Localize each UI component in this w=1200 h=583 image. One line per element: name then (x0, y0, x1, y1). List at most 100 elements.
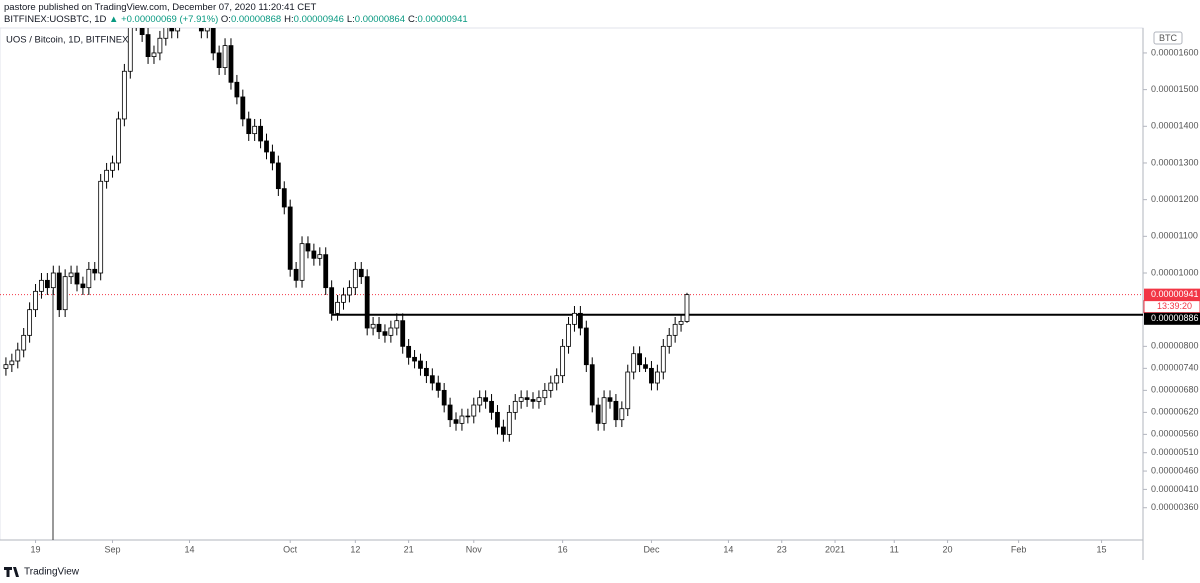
candle-body (406, 345, 412, 358)
candle-body (311, 250, 317, 259)
candle-body (163, 28, 169, 39)
candle-body (157, 37, 163, 54)
candle-body (281, 188, 287, 208)
candle-body (607, 397, 613, 402)
candle-body (21, 334, 27, 351)
change: ▲ +0.00000069 (+7.91%) (109, 14, 219, 25)
candle-body (483, 397, 489, 402)
candle-body (672, 323, 678, 336)
candle-body (625, 371, 631, 410)
pane-title: UOS / Bitcoin, 1D, BITFINEX (6, 35, 129, 46)
candle-body (98, 180, 104, 274)
y-tick-label: 0.00001400 (1151, 121, 1199, 131)
candle-body (204, 28, 210, 32)
logo (4, 567, 19, 577)
field-key: L: (346, 14, 355, 25)
candle-body (477, 397, 483, 406)
field-key: H: (284, 14, 294, 25)
candle-body (358, 268, 364, 278)
candle-body (110, 162, 115, 171)
candle-body (370, 323, 376, 329)
candle-body (92, 268, 98, 274)
x-tick-label: 12 (350, 544, 360, 554)
x-tick-label: 20 (943, 544, 953, 554)
candle-body (9, 360, 15, 366)
candle-body (654, 371, 660, 384)
candle-body (27, 309, 33, 336)
y-tick-label: 0.00000410 (1151, 484, 1199, 494)
candle-body (435, 382, 441, 391)
candle-body (524, 397, 530, 400)
candle-body (258, 125, 263, 142)
last-price-label: 0.00000941 (1151, 289, 1199, 299)
candle-body (441, 389, 447, 406)
plot-frame (0, 27, 1144, 541)
x-tick-label: Sep (105, 544, 121, 554)
candle-body (548, 382, 554, 391)
x-tick-label: 16 (558, 544, 568, 554)
candle-body (560, 345, 566, 377)
x-tick-label: 14 (185, 544, 195, 554)
candle-body (589, 364, 595, 406)
candle-body (613, 400, 619, 421)
candle-body (459, 415, 465, 424)
candle-body (465, 415, 471, 418)
brand: TradingView (24, 567, 80, 578)
x-tick-label: Feb (1011, 544, 1027, 554)
candle-body (394, 320, 400, 329)
currency-box (1153, 31, 1183, 45)
candle-body (228, 45, 234, 83)
last-price-box (1144, 288, 1200, 301)
candle-body (270, 151, 275, 164)
candle-body (660, 345, 666, 373)
candle-body (471, 404, 477, 417)
candle-body (637, 353, 643, 366)
field-key: O: (220, 14, 231, 25)
candle-body (335, 301, 340, 314)
y-tick-label: 0.00000680 (1151, 385, 1199, 395)
candle-body (583, 327, 589, 366)
y-tick-label: 0.00001000 (1151, 267, 1199, 277)
support-box (1144, 312, 1200, 325)
candle-body (572, 312, 577, 325)
candle-body (595, 404, 601, 424)
x-tick-label: 19 (31, 544, 41, 554)
candle-body (352, 268, 358, 289)
candle-body (364, 276, 370, 329)
candle-body (429, 375, 435, 384)
candle-body (134, 9, 138, 24)
field-value: 0.00000941 (417, 14, 468, 25)
candle-body (80, 283, 86, 289)
field-value: 0.00000946 (293, 14, 344, 25)
y-tick-label: 0.00000560 (1151, 429, 1199, 439)
y-tick-label: 0.00001500 (1151, 84, 1199, 94)
candle-body (145, 34, 151, 58)
candle-body (151, 52, 157, 58)
y-tick-label: 0.00000620 (1151, 407, 1199, 417)
candle-body (246, 118, 252, 135)
y-tick-label: 0.00000460 (1151, 465, 1199, 475)
candle-body (287, 206, 293, 270)
candle-body (341, 294, 346, 303)
candle-body (293, 268, 299, 281)
candle-body (264, 140, 269, 153)
x-tick-label: Oct (283, 544, 298, 554)
ohlc-fields: O:0.00000868 H:0.00000946 L:0.00000864 C:0.… (221, 14, 471, 25)
candle-body (234, 81, 240, 98)
axes: 0.00001600 0.00001500 0.00001400 0.00001300… (31, 47, 1200, 554)
candle-body (188, 0, 192, 20)
y-tick-label: 0.00000360 (1151, 502, 1199, 512)
candle-body (169, 28, 175, 32)
candle-body (198, 28, 204, 32)
candle-body (530, 399, 536, 402)
x-tick-label: 2021 (825, 544, 845, 554)
field-value: 0.00000868 (230, 14, 282, 25)
candle-body (275, 162, 281, 190)
candle-body (447, 404, 453, 421)
candle-body (495, 411, 500, 428)
x-tick-label: 21 (404, 544, 414, 554)
footer: TradingView (4, 567, 80, 578)
x-tick-label: 14 (723, 544, 733, 554)
candle-body (500, 426, 506, 435)
candle-body (554, 375, 560, 384)
